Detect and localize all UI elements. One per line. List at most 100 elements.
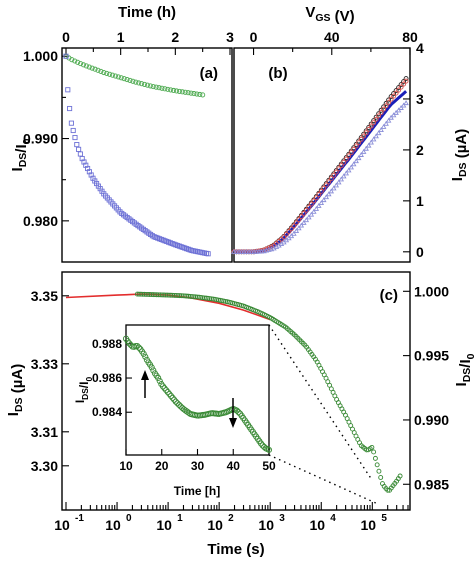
- inset-series-0-point: [167, 392, 175, 399]
- panel-b-series-3-point: [350, 161, 357, 167]
- panel-a-series-0-point: [185, 90, 191, 96]
- panel-b-series-0-point: [403, 76, 409, 82]
- panel-a-tag: (a): [200, 65, 218, 82]
- panel-b-series-2-point: [396, 87, 402, 93]
- panel-b-series-2-point: [318, 188, 324, 194]
- inset-y-label: IDS/I0: [73, 377, 94, 404]
- panel-c-x-tick-exponent: -1: [75, 513, 84, 524]
- inset-series-0-point: [166, 390, 173, 398]
- panel-a-series-0-point: [77, 61, 84, 67]
- panel-b-series-2-point: [376, 113, 382, 119]
- inset-connectors: [268, 324, 379, 505]
- panel-c-fit-line: [65, 293, 271, 321]
- panel-c-series-0-point: [141, 291, 147, 297]
- panel-b-series-2-point: [393, 90, 399, 96]
- inset-series-0-point: [235, 409, 242, 416]
- panel-b-series-0-point: [383, 100, 389, 106]
- inset-series-0-point: [148, 364, 155, 371]
- panel-b-series-3-point: [335, 179, 342, 185]
- panel-b-series-2-point: [286, 229, 292, 234]
- panel-c-series-0-point: [369, 444, 375, 450]
- panel-b-series-3-point: [313, 205, 320, 211]
- panel-a-x-tick-label: 3: [226, 29, 234, 45]
- panel-c-left-y-tick-label: 3.35: [31, 288, 58, 304]
- panel-a-series-0-point: [107, 71, 113, 77]
- panel-b-series-3-point: [353, 158, 359, 164]
- inset-x-tick-label: 20: [155, 459, 169, 473]
- panel-b-y-label: IDS (µA): [449, 129, 470, 181]
- panel-b-ticks: 0 40 80 0 1 2 3 4: [250, 29, 424, 260]
- panel-b-series-2-point: [298, 214, 304, 219]
- panel-b-series-0-point: [388, 94, 394, 100]
- panel-c-series-0-point: [150, 292, 156, 298]
- panel-a-series-0-point: [159, 85, 165, 91]
- panel-a-y-tick-label: 0.980: [23, 213, 58, 229]
- panel-c-series-0-point: [175, 293, 181, 299]
- panel-a-series-0-point: [182, 89, 188, 95]
- panel-b-series-2-point: [293, 220, 299, 226]
- panel-b-series-3-point: [326, 191, 332, 197]
- inset-series-0-point: [175, 401, 183, 408]
- panel-b-series-2-point: [301, 210, 307, 216]
- panel-b-series-2-point: [378, 110, 384, 116]
- panel-c-x-tick-exponent: 2: [228, 513, 234, 524]
- panel-b-series-3-point: [355, 155, 362, 161]
- panel-a-series-1-point: [72, 134, 78, 141]
- panel-a-series-0-point: [124, 77, 130, 83]
- panel-a-x-tick-label: 0: [62, 29, 70, 45]
- panel-c-series-0-point: [166, 292, 172, 298]
- panel-c-series-0-point: [191, 294, 197, 300]
- panel-b-series-2-point: [321, 185, 327, 191]
- inset-series-0-point: [159, 383, 167, 390]
- panel-a-series-0-point: [136, 80, 142, 86]
- panel-b-series-0-point: [376, 111, 382, 117]
- panel-b-series-2-point: [316, 192, 322, 197]
- inset-series-0-point: [126, 340, 133, 347]
- panel-b-series-2-point: [373, 116, 379, 122]
- inset-series: [122, 335, 273, 453]
- panel-c-series-0-point: [374, 462, 380, 468]
- panel-b-series-3-point: [330, 185, 337, 191]
- panel-a-series-0-point: [171, 87, 177, 94]
- panel-c: 10 -1 10 0 10 1 10 2 10 3 10 4 10 5 3.30 3.31 3.33 3.35 0.…: [5, 271, 474, 558]
- panel-a-series-0-point: [75, 59, 81, 65]
- panel-c-series-0-point: [157, 292, 163, 298]
- panel-c-x-label: Time (s): [207, 541, 264, 558]
- panel-a-series-0-point: [153, 84, 159, 90]
- panel-b-series-2-point: [356, 140, 362, 146]
- panel-b-series-2-point: [381, 106, 387, 112]
- panel-b-series-2-point: [313, 195, 319, 201]
- inset-series-0-point: [171, 396, 178, 403]
- panel-b-series-0-point: [398, 82, 404, 88]
- inset-series-0-point: [257, 440, 265, 447]
- panel-b-series-3-point: [318, 200, 325, 206]
- panel-b-series-3-point: [340, 173, 347, 179]
- panel-a-y-tick-label: 0.990: [23, 131, 58, 147]
- inset-series-0-point: [161, 385, 168, 392]
- panel-c-left-y-tick-label: 3.30: [31, 458, 58, 474]
- inset-series-0-point: [172, 398, 179, 405]
- panel-a-series-0-point: [115, 74, 121, 80]
- panel-a-series-0-point: [101, 69, 107, 76]
- panel-a-series-0-point: [86, 64, 92, 70]
- panel-b-series-0-point: [368, 121, 374, 127]
- panel-c-right-y-tick-label: 0.985: [414, 476, 449, 492]
- panel-c-series-0-point: [178, 293, 184, 299]
- panel-b-series-3-point: [358, 151, 364, 157]
- panel-b-series-3-point: [328, 188, 335, 194]
- panel-b-series-2-point: [401, 81, 407, 87]
- panel-a-series-0-point: [191, 91, 197, 97]
- panel-c-right-y-label: IDS/I0: [453, 353, 474, 386]
- panel-c-x-tick-label: 10: [309, 517, 325, 533]
- panel-b-series-0-point: [361, 131, 367, 137]
- inset-series-0-point: [156, 377, 163, 385]
- panel-b-y-tick-label: 4: [416, 40, 424, 56]
- panel-b-series-3-point: [288, 233, 295, 239]
- panel-b-y-tick-label: 1: [416, 193, 424, 209]
- panel-b-x-label: VGS (V): [305, 4, 354, 25]
- panel-a-series-0-point: [95, 67, 101, 73]
- panel-b-series-2-point: [306, 204, 312, 210]
- panel-a-series-0-point: [72, 58, 78, 64]
- panel-a-series-1-point: [77, 151, 83, 157]
- inset-series-0-point: [265, 446, 273, 453]
